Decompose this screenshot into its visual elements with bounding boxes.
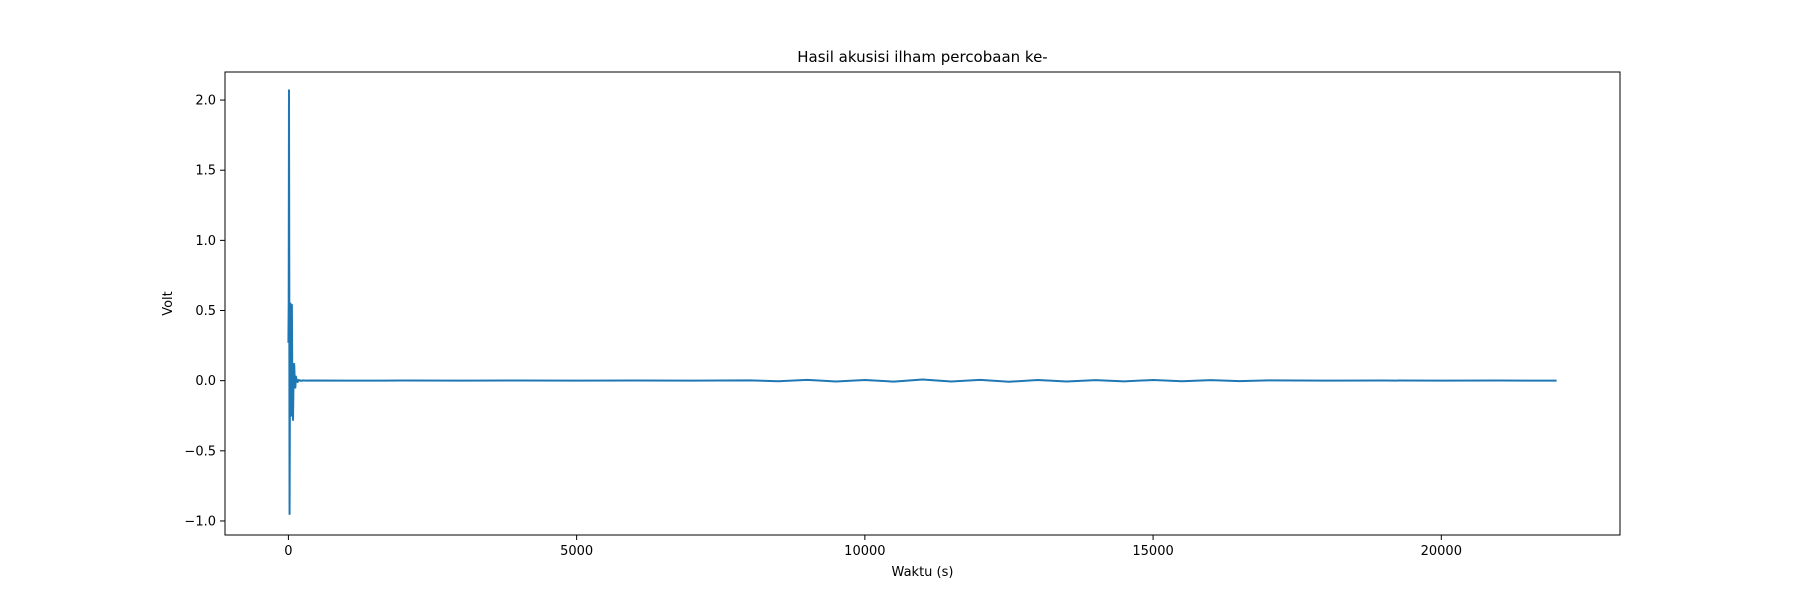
y-tick-label: −0.5 bbox=[184, 444, 216, 459]
chart-title: Hasil akusisi ilham percobaan ke- bbox=[797, 48, 1047, 66]
y-tick-label: −1.0 bbox=[184, 514, 216, 529]
y-tick-label: 1.0 bbox=[195, 234, 216, 249]
y-tick-label: 0.0 bbox=[195, 374, 216, 389]
x-axis-label: Waktu (s) bbox=[892, 565, 954, 580]
x-tick-label: 15000 bbox=[1132, 544, 1173, 559]
x-tick-label: 5000 bbox=[560, 544, 593, 559]
y-tick-label: 1.5 bbox=[195, 164, 216, 179]
x-axis-ticks: 0 5000 10000 15000 20000 bbox=[284, 535, 1462, 559]
y-axis-label: Volt bbox=[161, 291, 176, 316]
x-tick-label: 0 bbox=[284, 544, 292, 559]
y-tick-label: 0.5 bbox=[195, 304, 216, 319]
y-axis-ticks: −1.0 −0.5 0.0 0.5 1.0 1.5 2.0 bbox=[184, 94, 225, 529]
series-line bbox=[287, 89, 1557, 515]
y-tick-label: 2.0 bbox=[195, 94, 216, 109]
x-tick-label: 20000 bbox=[1421, 544, 1462, 559]
series-group bbox=[287, 89, 1557, 515]
x-tick-label: 10000 bbox=[844, 544, 885, 559]
plot-area-frame bbox=[224, 71, 1621, 536]
